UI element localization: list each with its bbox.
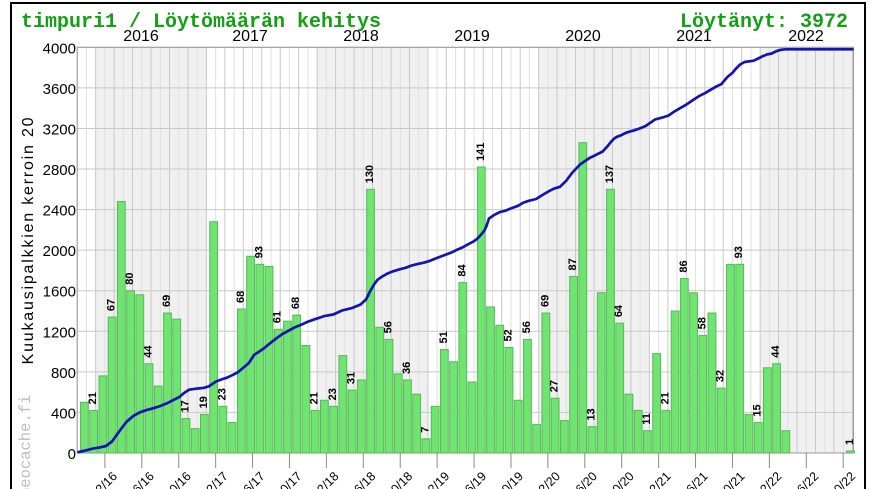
- svg-text:10/21: 10/21: [716, 469, 748, 489]
- svg-text:137: 137: [604, 165, 616, 183]
- svg-text:2018: 2018: [343, 28, 379, 45]
- svg-text:800: 800: [51, 365, 76, 382]
- svg-text:2022: 2022: [788, 28, 824, 45]
- svg-text:0: 0: [68, 446, 76, 463]
- svg-text:1200: 1200: [43, 324, 76, 341]
- svg-text:13: 13: [586, 408, 598, 420]
- svg-text:51: 51: [438, 331, 450, 343]
- svg-text:2/18: 2/18: [314, 469, 341, 489]
- svg-text:10/22: 10/22: [826, 469, 858, 489]
- svg-text:23: 23: [327, 388, 339, 400]
- svg-text:2021: 2021: [676, 28, 712, 45]
- svg-text:3200: 3200: [43, 121, 76, 138]
- svg-text:6/19: 6/19: [462, 469, 489, 489]
- svg-text:2400: 2400: [43, 203, 76, 220]
- svg-text:93: 93: [253, 246, 265, 258]
- svg-text:3600: 3600: [43, 81, 76, 98]
- svg-text:44: 44: [770, 345, 782, 358]
- svg-text:2800: 2800: [43, 162, 76, 179]
- svg-text:84: 84: [456, 263, 468, 276]
- svg-text:7: 7: [419, 427, 431, 433]
- svg-text:11: 11: [641, 413, 653, 425]
- svg-text:6/17: 6/17: [241, 469, 268, 489]
- svg-text:2019: 2019: [454, 28, 490, 45]
- svg-text:58: 58: [696, 317, 708, 329]
- svg-text:19: 19: [198, 396, 210, 408]
- svg-text:2016: 2016: [123, 28, 159, 45]
- svg-text:timpuri1 / Löytömäärän kehitys: timpuri1 / Löytömäärän kehitys: [21, 11, 381, 34]
- svg-text:31: 31: [346, 372, 358, 384]
- svg-text:2/20: 2/20: [536, 469, 563, 489]
- svg-text:64: 64: [613, 304, 625, 317]
- svg-text:23: 23: [216, 388, 228, 400]
- svg-text:10/17: 10/17: [273, 469, 305, 489]
- svg-text:68: 68: [235, 291, 247, 303]
- svg-text:27: 27: [549, 380, 561, 392]
- svg-text:2/19: 2/19: [425, 469, 452, 489]
- svg-text:6/22: 6/22: [794, 469, 821, 489]
- svg-text:69: 69: [161, 295, 173, 307]
- svg-text:Geocache.fi: Geocache.fi: [17, 395, 35, 489]
- svg-text:17: 17: [179, 400, 191, 412]
- svg-text:4000: 4000: [43, 40, 76, 57]
- svg-text:1: 1: [844, 439, 856, 445]
- svg-text:6/20: 6/20: [573, 469, 600, 489]
- svg-text:86: 86: [678, 260, 690, 272]
- svg-text:44: 44: [143, 345, 155, 358]
- svg-text:56: 56: [521, 321, 533, 333]
- svg-text:Kuukausipalkkien kerroin 20: Kuukausipalkkien kerroin 20: [20, 116, 37, 365]
- svg-text:6/21: 6/21: [684, 469, 711, 489]
- svg-text:21: 21: [659, 392, 671, 404]
- svg-text:68: 68: [290, 297, 302, 309]
- svg-text:10/19: 10/19: [494, 469, 526, 489]
- svg-text:2000: 2000: [43, 243, 76, 260]
- svg-text:80: 80: [124, 272, 136, 284]
- svg-text:2/21: 2/21: [647, 469, 674, 489]
- svg-text:36: 36: [401, 362, 413, 374]
- svg-text:2/22: 2/22: [757, 469, 784, 489]
- svg-text:6/16: 6/16: [130, 469, 157, 489]
- svg-text:2/16: 2/16: [93, 469, 120, 489]
- svg-text:21: 21: [309, 392, 321, 404]
- svg-text:21: 21: [87, 392, 99, 404]
- svg-text:10/18: 10/18: [383, 469, 415, 489]
- svg-text:93: 93: [733, 246, 745, 258]
- svg-text:10/16: 10/16: [162, 469, 194, 489]
- svg-text:10/20: 10/20: [605, 469, 637, 489]
- svg-text:2017: 2017: [232, 28, 268, 45]
- svg-text:87: 87: [567, 258, 579, 270]
- svg-text:32: 32: [715, 370, 727, 382]
- svg-text:141: 141: [475, 143, 487, 161]
- svg-text:130: 130: [364, 165, 376, 183]
- svg-text:52: 52: [502, 329, 514, 341]
- svg-text:400: 400: [51, 405, 76, 422]
- svg-text:2020: 2020: [565, 28, 601, 45]
- svg-text:15: 15: [752, 404, 764, 416]
- svg-text:67: 67: [106, 299, 118, 311]
- svg-text:61: 61: [272, 311, 284, 323]
- svg-text:69: 69: [539, 295, 551, 307]
- svg-text:Löytänyt: 3972: Löytänyt: 3972: [680, 11, 848, 34]
- svg-text:2/17: 2/17: [204, 469, 231, 489]
- svg-text:1600: 1600: [43, 284, 76, 301]
- svg-text:6/18: 6/18: [351, 469, 378, 489]
- svg-text:56: 56: [382, 321, 394, 333]
